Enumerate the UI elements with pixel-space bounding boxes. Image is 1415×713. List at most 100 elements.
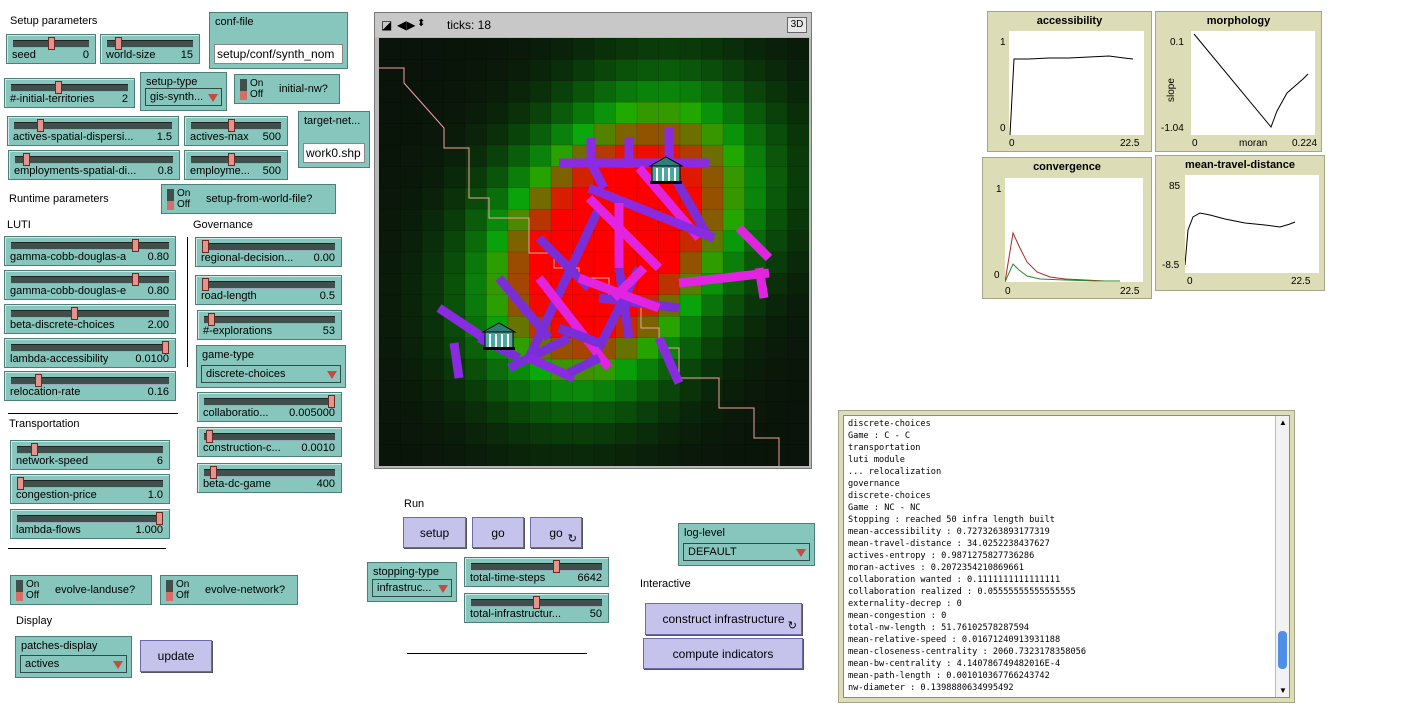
slider-thumb[interactable]	[228, 153, 236, 166]
log-level-chooser[interactable]: log-level DEFAULT	[678, 523, 815, 566]
scroll-up-icon[interactable]: ▲	[1279, 418, 1287, 427]
gamma-cobb-douglas-a-slider[interactable]: gamma-cobb-douglas-a 0.80	[4, 236, 176, 266]
actives-max-slider[interactable]: actives-max 500	[184, 116, 288, 146]
slider-thumb[interactable]	[207, 313, 215, 326]
slider-value: 1.000	[135, 524, 163, 536]
slider-thumb[interactable]	[131, 273, 139, 286]
go-button[interactable]: go	[472, 517, 524, 548]
slider-thumb[interactable]	[328, 395, 335, 408]
stopping-type-chooser[interactable]: stopping-type infrastruc...	[367, 562, 457, 602]
chooser-value[interactable]: infrastruc...	[372, 579, 452, 597]
target-network-field[interactable]: work0.shp	[303, 143, 365, 163]
slider-thumb[interactable]	[47, 37, 55, 50]
scroll-down-icon[interactable]: ▼	[1279, 686, 1287, 695]
chooser-value[interactable]: DEFAULT	[683, 543, 810, 561]
output-area[interactable]: discrete-choices Game : C - C transporta…	[843, 415, 1290, 698]
button-label: update	[157, 649, 195, 663]
dropdown-arrow-icon[interactable]	[208, 94, 218, 102]
slider-thumb[interactable]	[210, 466, 218, 479]
patches-display-chooser[interactable]: patches-display actives	[15, 636, 132, 678]
slider-thumb[interactable]	[202, 278, 209, 291]
target-network-input[interactable]: target-net... work0.shp	[298, 111, 370, 168]
slider-value: 0.0010	[301, 442, 335, 454]
chooser-label: game-type	[202, 349, 254, 361]
run-label: Run	[404, 498, 425, 510]
game-type-chooser[interactable]: game-type discrete-choices	[196, 345, 346, 388]
seed-slider[interactable]: seed 0	[6, 34, 96, 64]
move-vertical-icon[interactable]: ⬍	[417, 18, 426, 29]
chooser-value[interactable]: discrete-choices	[201, 365, 341, 383]
slider-thumb[interactable]	[228, 119, 236, 132]
initial-nw-switch[interactable]: On Off initial-nw?	[234, 74, 340, 104]
divider	[8, 413, 178, 414]
lambda-accessibility-slider[interactable]: lambda-accessibility 0.0100	[4, 338, 176, 368]
beta-dc-game-slider[interactable]: beta-dc-game 400	[197, 463, 342, 493]
setup-type-chooser[interactable]: setup-type gis-synth...	[140, 72, 227, 111]
lambda-flows-slider[interactable]: lambda-flows 1.000	[10, 509, 170, 539]
slider-thumb[interactable]	[30, 443, 38, 456]
edit-icon[interactable]: ◪	[381, 18, 393, 32]
slider-thumb[interactable]	[71, 307, 79, 320]
slider-thumb[interactable]	[114, 37, 122, 50]
slider-thumb[interactable]	[202, 240, 209, 253]
actives-spatial-dispersion-slider[interactable]: actives-spatial-dispersi... 1.5	[7, 116, 179, 146]
scrollbar-thumb[interactable]	[1278, 631, 1287, 669]
switch-knob[interactable]	[16, 580, 23, 601]
governance-label: Governance	[193, 219, 253, 231]
employments-spatial-dispersion-slider[interactable]: employments-spatial-di... 0.8	[8, 150, 180, 180]
slider-thumb[interactable]	[533, 596, 540, 609]
world-canvas[interactable]	[379, 38, 809, 466]
3d-view-button[interactable]: 3D	[787, 17, 807, 33]
conf-file-field[interactable]: setup/conf/synth_nom	[214, 44, 343, 64]
setup-parameters-label: Setup parameters	[10, 15, 98, 27]
slider-thumb[interactable]	[156, 512, 163, 525]
total-infrastructure-slider[interactable]: total-infrastructur... 50	[464, 593, 609, 623]
road-length-slider[interactable]: road-length 0.5	[195, 275, 342, 305]
slider-thumb[interactable]	[131, 239, 139, 252]
update-button[interactable]: update	[140, 640, 212, 672]
regional-decision-slider[interactable]: regional-decision... 0.00	[195, 237, 342, 267]
dropdown-arrow-icon[interactable]	[796, 549, 806, 557]
slider-thumb[interactable]	[55, 81, 62, 94]
dropdown-arrow-icon[interactable]	[438, 585, 448, 593]
chooser-value[interactable]: gis-synth...	[145, 88, 222, 106]
relocation-rate-slider[interactable]: relocation-rate 0.16	[4, 371, 176, 401]
output-scrollbar[interactable]: ▲ ▼	[1275, 416, 1289, 697]
slider-value: 0.5	[319, 290, 335, 302]
beta-discrete-choices-slider[interactable]: beta-discrete-choices 2.00	[4, 304, 176, 334]
total-time-steps-slider[interactable]: total-time-steps 6642	[464, 557, 609, 587]
slider-label: relocation-rate	[10, 386, 81, 398]
chooser-value[interactable]: actives	[20, 655, 127, 673]
congestion-price-slider[interactable]: congestion-price 1.0	[10, 474, 170, 504]
collaboration-slider[interactable]: collaboratio... 0.005000	[197, 392, 342, 422]
slider-thumb[interactable]	[552, 560, 560, 573]
slider-thumb[interactable]	[36, 119, 44, 132]
slider-thumb[interactable]	[35, 374, 43, 387]
slider-thumb[interactable]	[22, 153, 30, 166]
initial-territories-slider[interactable]: #-initial-territories 2	[4, 78, 135, 108]
network-speed-slider[interactable]: network-speed 6	[10, 440, 170, 470]
slider-thumb[interactable]	[206, 430, 214, 443]
y-max-tick: 1	[996, 184, 1002, 195]
evolve-network-switch[interactable]: On Off evolve-network?	[160, 575, 298, 605]
gamma-cobb-douglas-e-slider[interactable]: gamma-cobb-douglas-e 0.80	[4, 270, 176, 300]
evolve-landuse-switch[interactable]: On Off evolve-landuse?	[10, 575, 152, 605]
move-horizontal-icon[interactable]: ◀▶	[397, 18, 416, 32]
world-size-slider[interactable]: world-size 15	[100, 34, 200, 64]
switch-knob[interactable]	[166, 580, 173, 601]
go-forever-button[interactable]: go ↻	[530, 517, 582, 548]
explorations-slider[interactable]: #-explorations 53	[197, 310, 342, 340]
slider-thumb[interactable]	[162, 341, 169, 354]
conf-file-input[interactable]: conf-file setup/conf/synth_nom	[209, 12, 348, 69]
switch-knob[interactable]	[167, 189, 174, 210]
slider-thumb[interactable]	[17, 477, 24, 490]
construct-infrastructure-button[interactable]: construct infrastructure ↻	[645, 603, 802, 635]
setup-button[interactable]: setup	[403, 517, 466, 548]
setup-from-world-file-switch[interactable]: On Off setup-from-world-file?	[161, 184, 336, 214]
compute-indicators-button[interactable]: compute indicators	[643, 638, 803, 669]
construction-cost-slider[interactable]: construction-c... 0.0010	[197, 427, 342, 457]
dropdown-arrow-icon[interactable]	[113, 661, 123, 669]
dropdown-arrow-icon[interactable]	[327, 371, 337, 379]
switch-knob[interactable]	[240, 79, 247, 100]
employments-max-slider[interactable]: employme... 500	[184, 150, 288, 180]
